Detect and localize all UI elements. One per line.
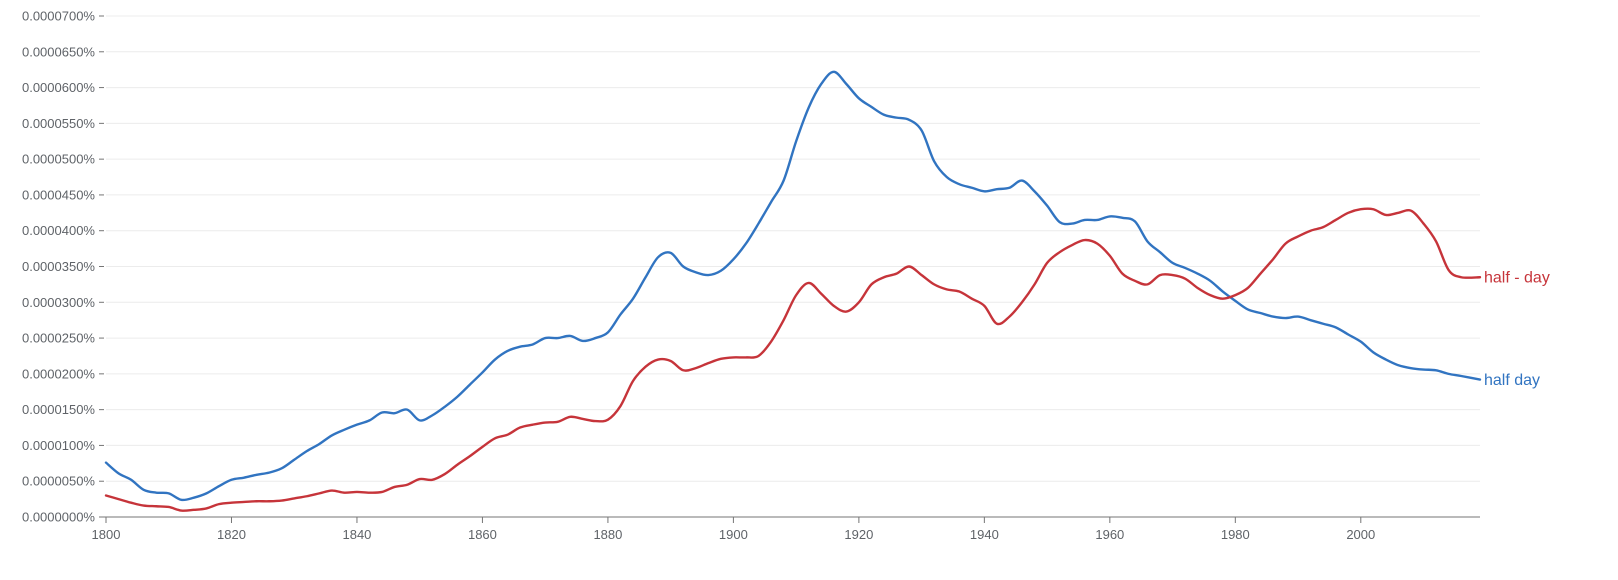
series-labels: half day half - day (1484, 270, 1550, 389)
y-tick-label: 0.0000150% (22, 402, 95, 417)
y-tick-label: 0.0000250% (22, 331, 95, 346)
x-tick-label: 1880 (593, 527, 622, 542)
x-tick-label: 1860 (468, 527, 497, 542)
x-tick-label: 1900 (719, 527, 748, 542)
y-tick-label: 0.0000200% (22, 366, 95, 381)
x-tick-label: 1820 (217, 527, 246, 542)
series-label-half-day: half - day (1484, 270, 1550, 287)
y-tick-label: 0.0000300% (22, 295, 95, 310)
y-tick-label: 0.0000500% (22, 152, 95, 167)
x-tick-label: 1800 (92, 527, 121, 542)
y-tick-label: 0.0000400% (22, 223, 95, 238)
y-tick-label: 0.0000600% (22, 80, 95, 95)
series-line-half-day (104, 70, 1482, 502)
series-lines (104, 70, 1482, 512)
y-tick-label: 0.0000100% (22, 438, 95, 453)
gridlines (106, 15, 1480, 482)
y-tick-label: 0.0000050% (22, 474, 95, 489)
x-tick-label: 1940 (970, 527, 999, 542)
y-tick-label: 0.0000700% (22, 9, 95, 24)
y-axis: 0.0000000% 0.0000050% 0.0000100% 0.0000150%… (22, 9, 104, 525)
x-tick-label: 2000 (1346, 527, 1375, 542)
x-axis: 1800 1820 1840 1860 1880 1900 1920 1940 1960 1980… (92, 516, 1480, 542)
x-tick-label: 1980 (1221, 527, 1250, 542)
y-tick-label: 0.0000450% (22, 187, 95, 202)
series-line-half-day (104, 207, 1482, 512)
x-tick-label: 1840 (342, 527, 371, 542)
y-tick-label: 0.0000350% (22, 259, 95, 274)
y-tick-label: 0.0000550% (22, 116, 95, 131)
x-tick-label: 1920 (844, 527, 873, 542)
x-tick-label: 1960 (1095, 527, 1124, 542)
y-tick-label: 0.0000000% (22, 510, 95, 525)
y-tick-label: 0.0000650% (22, 44, 95, 59)
series-label-half-day: half day (1484, 372, 1540, 389)
